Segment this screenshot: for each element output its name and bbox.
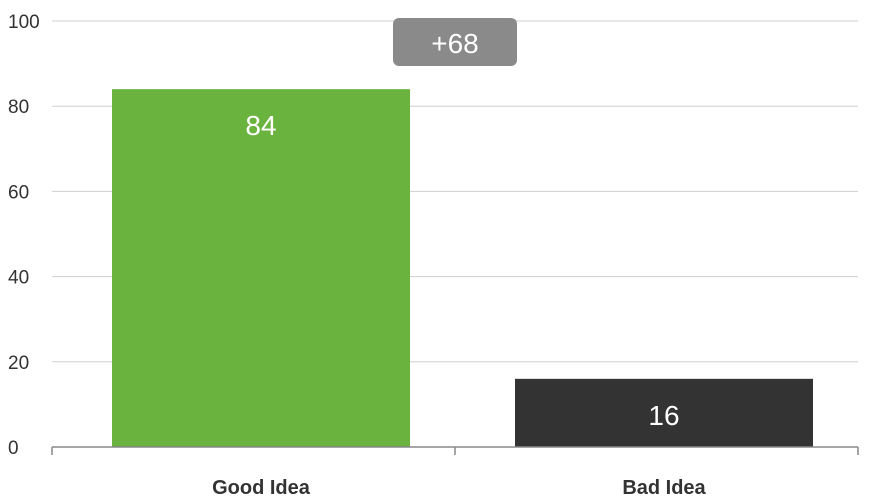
y-tick-label: 60	[8, 182, 29, 203]
annotation-box	[393, 18, 517, 66]
bars: 84 16	[112, 89, 813, 447]
y-tick-label: 80	[8, 97, 29, 118]
y-tick-label: 20	[8, 353, 29, 374]
y-tick-label: 0	[8, 438, 19, 459]
bar	[515, 378, 813, 447]
x-tick-label: Bad Idea	[622, 477, 706, 497]
difference-annotation: +68	[393, 18, 517, 66]
x-tick-label: Good Idea	[212, 477, 311, 497]
data-label: 84	[245, 110, 276, 141]
annotation-label: +68	[431, 28, 479, 59]
data-label: 16	[648, 400, 679, 431]
y-axis-ticks: 0 20 40 60 80 100	[8, 12, 40, 459]
y-tick-label: 40	[8, 268, 29, 289]
x-axis: Good Idea Bad Idea	[51, 446, 859, 497]
y-tick-label: 100	[8, 12, 40, 33]
bar	[112, 89, 410, 447]
